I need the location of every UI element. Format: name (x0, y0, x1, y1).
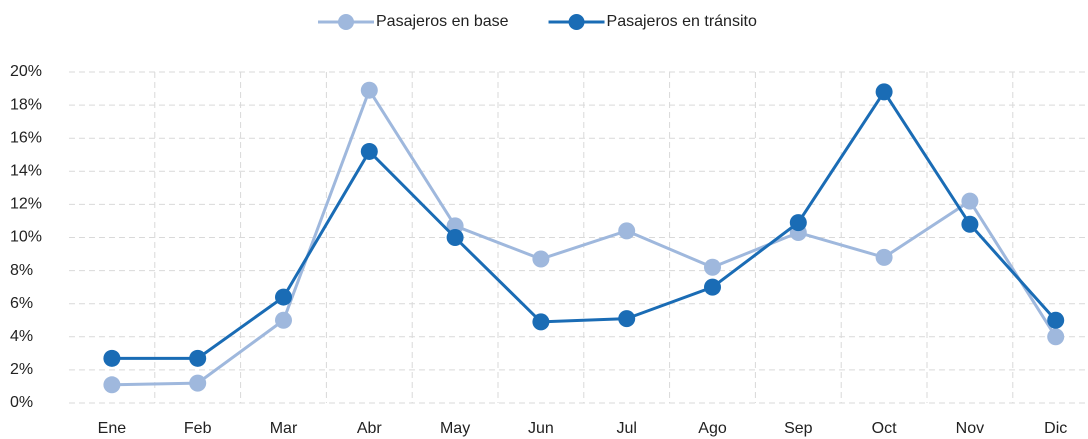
x-tick-label: Sep (784, 420, 813, 437)
data-point (360, 81, 378, 99)
data-point (704, 278, 721, 296)
y-tick-label: 10% (10, 229, 42, 246)
data-point (189, 349, 207, 367)
data-point (275, 311, 292, 329)
x-tick-label: Mar (270, 420, 298, 437)
series-line (111, 89, 1057, 360)
data-point (789, 214, 807, 232)
data-point (1047, 328, 1065, 346)
y-tick-label: 14% (10, 163, 42, 180)
x-tick-label: Abr (357, 420, 383, 437)
legend-label: Pasajeros en tránsito (607, 13, 757, 30)
data-point (360, 142, 378, 160)
x-tick-label: Ago (698, 420, 727, 437)
x-tick-label: Nov (956, 420, 984, 437)
data-point (704, 258, 721, 276)
y-tick-label: 4% (10, 328, 33, 345)
y-tick-label: 20% (10, 63, 42, 80)
y-tick-label: 2% (10, 361, 33, 378)
x-tick-label: Jun (528, 420, 554, 437)
x-tick-label: Oct (872, 420, 897, 437)
y-tick-label: 18% (10, 96, 42, 113)
data-point (618, 310, 636, 328)
y-tick-label: 8% (10, 262, 33, 279)
y-tick-label: 0% (10, 394, 33, 411)
data-point (875, 83, 893, 101)
y-tick-label: 16% (10, 129, 42, 146)
data-point (875, 248, 893, 266)
x-tick-label: Jul (616, 420, 636, 437)
x-tick-label: Ene (98, 420, 127, 437)
legend-marker (338, 14, 354, 30)
legend-label: Pasajeros en base (376, 13, 509, 30)
data-point (189, 374, 207, 392)
legend-marker (568, 14, 585, 30)
x-tick-label: May (440, 420, 470, 437)
x-tick-label: Dic (1044, 420, 1067, 437)
data-point (446, 229, 464, 246)
data-point (1047, 311, 1065, 329)
y-tick-label: 6% (10, 295, 33, 312)
y-tick-label: 12% (10, 196, 42, 213)
data-point (275, 288, 292, 306)
data-point (961, 215, 979, 233)
data-point (103, 376, 121, 394)
data-point (103, 349, 121, 367)
data-point (532, 250, 550, 268)
x-tick-label: Feb (184, 420, 212, 437)
series-line (111, 86, 1057, 387)
data-point (532, 313, 550, 331)
data-point (961, 192, 979, 210)
data-point (618, 222, 636, 240)
